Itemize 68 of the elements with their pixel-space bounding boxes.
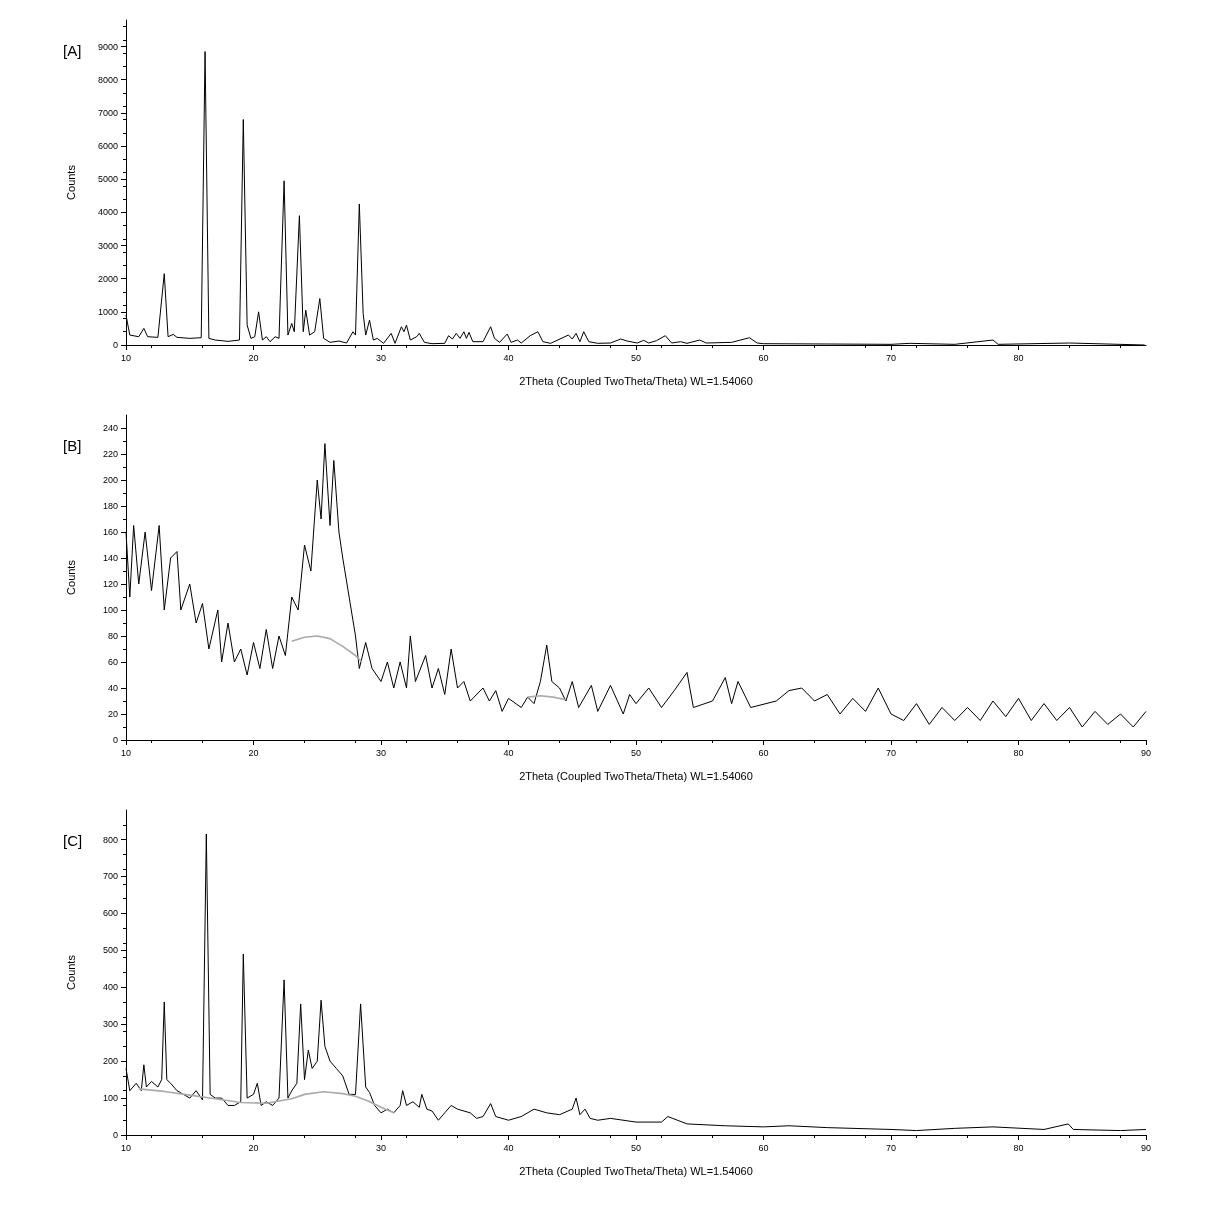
x-axis-title: 2Theta (Coupled TwoTheta/Theta) WL=1.54060: [519, 374, 753, 387]
x-tick-label: 60: [758, 1142, 769, 1153]
y-axis-title: Counts: [64, 164, 77, 200]
y-tick-label: 0: [112, 735, 118, 745]
y-tick-label: 800: [102, 834, 118, 845]
y-tick-label: 60: [107, 657, 118, 667]
x-tick-label: 40: [503, 352, 514, 363]
x-tick-label: 30: [375, 352, 387, 363]
x-tick-label: 80: [1013, 747, 1024, 758]
x-tick-label: 80: [1013, 1142, 1024, 1153]
y-tick-label: 100: [102, 1093, 118, 1104]
y-tick-label: 400: [102, 982, 118, 993]
y-axis-title: Counts: [64, 954, 77, 990]
x-tick-label: 50: [630, 352, 642, 363]
y-tick-label: 7000: [97, 107, 118, 118]
y-tick-label: 0: [112, 1130, 118, 1140]
x-tick-label: 50: [630, 1142, 642, 1153]
y-tick-label: 180: [102, 501, 118, 511]
x-tick-label: 70: [885, 747, 897, 758]
x-tick-label: 60: [758, 352, 769, 363]
x-tick-label: 90: [1140, 1142, 1152, 1153]
y-tick-label: 40: [107, 683, 118, 693]
y-tick-label: 4000: [97, 207, 118, 218]
y-tick-label: 1000: [97, 306, 118, 317]
y-tick-label: 2000: [97, 273, 118, 284]
y-tick-label: 6000: [97, 141, 118, 152]
y-tick-label: 200: [102, 475, 118, 485]
y-tick-label: 160: [102, 527, 118, 537]
x-tick-label: 20: [248, 747, 259, 758]
x-tick-label: 10: [120, 747, 132, 758]
y-tick-label: 9000: [97, 41, 118, 52]
y-tick-label: 5000: [97, 174, 118, 185]
x-tick-label: 90: [1140, 747, 1152, 758]
x-tick-label: 40: [503, 1142, 514, 1153]
x-tick-label: 10: [120, 1142, 132, 1153]
x-axis-title: 2Theta (Coupled TwoTheta/Theta) WL=1.54060: [519, 769, 753, 782]
x-tick-label: 80: [1013, 352, 1024, 363]
y-tick-label: 120: [102, 579, 118, 589]
x-tick-label: 20: [248, 352, 259, 363]
y-tick-label: 80: [107, 631, 118, 641]
x-tick-label: 30: [375, 1142, 387, 1153]
y-tick-label: 20: [107, 709, 118, 719]
y-tick-label: 220: [102, 449, 118, 459]
x-tick-label: 40: [503, 747, 514, 758]
y-tick-label: 300: [102, 1019, 118, 1030]
x-tick-label: 70: [885, 352, 897, 363]
y-tick-label: 240: [102, 423, 118, 433]
y-tick-label: 0: [112, 340, 118, 350]
y-tick-label: 500: [102, 945, 118, 956]
y-tick-label: 600: [102, 908, 118, 919]
x-tick-label: 70: [885, 1142, 897, 1153]
x-tick-label: 20: [248, 1142, 259, 1153]
y-tick-label: 140: [102, 553, 118, 563]
x-tick-label: 60: [758, 747, 769, 758]
text: [B]: [63, 437, 82, 454]
x-tick-label: 30: [375, 747, 387, 758]
line-series: [137, 1088, 395, 1114]
y-tick-label: 200: [102, 1056, 118, 1067]
x-tick-label: 10: [120, 352, 132, 363]
text: [A]: [63, 42, 82, 59]
y-tick-label: 700: [102, 871, 118, 882]
y-tick-label: 8000: [97, 74, 118, 85]
y-axis-title: Counts: [64, 559, 77, 595]
y-tick-label: 3000: [97, 240, 118, 251]
x-axis-title: 2Theta (Coupled TwoTheta/Theta) WL=1.54060: [519, 1164, 753, 1177]
y-tick-label: 100: [102, 605, 118, 615]
x-tick-label: 50: [630, 747, 642, 758]
text: [C]: [63, 832, 83, 849]
